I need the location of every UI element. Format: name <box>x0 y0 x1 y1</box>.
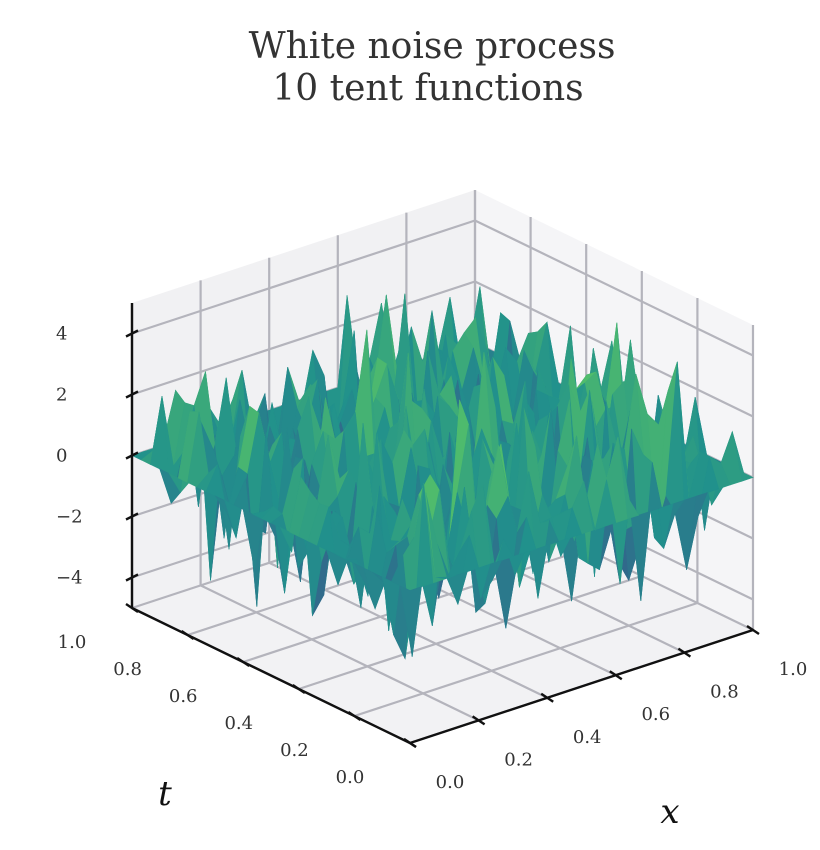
t-tick-label: 0.2 <box>280 740 309 761</box>
t-tick <box>292 684 306 694</box>
x-tick-label: 1.0 <box>779 659 808 680</box>
x-tick-label: 0.4 <box>573 727 602 748</box>
x-tick <box>609 670 623 681</box>
x-tick <box>677 647 692 658</box>
t-tick-label: 1.0 <box>58 632 87 653</box>
x-tick-label: 0.6 <box>641 704 670 725</box>
z-tick <box>125 329 139 338</box>
z-tick-label: −2 <box>56 507 83 528</box>
grid-line-z <box>474 219 754 357</box>
t-tick <box>180 630 195 640</box>
t-tick <box>125 603 139 613</box>
z-tick-label: 2 <box>56 385 67 406</box>
t-tick-label: 0.6 <box>169 686 198 707</box>
z-tick-label: 0 <box>56 446 67 467</box>
chart-title: White noise process 10 tent functions <box>249 26 616 109</box>
grid-line-z <box>131 219 476 335</box>
t-tick <box>236 657 250 667</box>
t-tick-label: 0.8 <box>113 659 142 680</box>
x-tick <box>746 625 760 635</box>
grid-line-z <box>131 280 476 396</box>
t-axis-line <box>131 606 411 745</box>
x-tick-label: 0.2 <box>504 749 533 770</box>
tick-labels: −4 −2 0 2 4 0.0 0.2 0.4 0.6 0.8 1.0 0.0 0.2 0.4 0.6 0.8… <box>56 324 807 794</box>
x-tick-label: 0.0 <box>436 772 465 793</box>
surface <box>131 286 754 660</box>
x-tick-label: 0.8 <box>710 682 739 703</box>
t-tick <box>403 738 417 748</box>
t-axis-label: t <box>158 774 172 814</box>
grid-line-t <box>298 574 643 691</box>
t-tick <box>347 711 362 721</box>
z-tick <box>125 390 139 399</box>
title-line-2: 10 tent functions <box>272 68 583 109</box>
z-tick <box>125 573 139 582</box>
grid-line-x <box>200 584 480 722</box>
title-line-1: White noise process <box>249 26 616 67</box>
x-tick <box>471 715 486 726</box>
grid-line-t <box>354 601 698 718</box>
x-axis-label: x <box>660 792 679 832</box>
z-tick-label: −4 <box>56 568 83 589</box>
t-tick-label: 0.4 <box>224 713 253 734</box>
z-tick-label: 4 <box>56 324 67 345</box>
z-tick <box>125 451 139 460</box>
z-tick <box>125 512 139 521</box>
axis-lines <box>125 303 760 748</box>
surface-patch <box>400 585 422 657</box>
x-tick <box>540 692 554 703</box>
t-tick-label: 0.0 <box>336 767 365 788</box>
x-axis-line <box>409 628 754 745</box>
